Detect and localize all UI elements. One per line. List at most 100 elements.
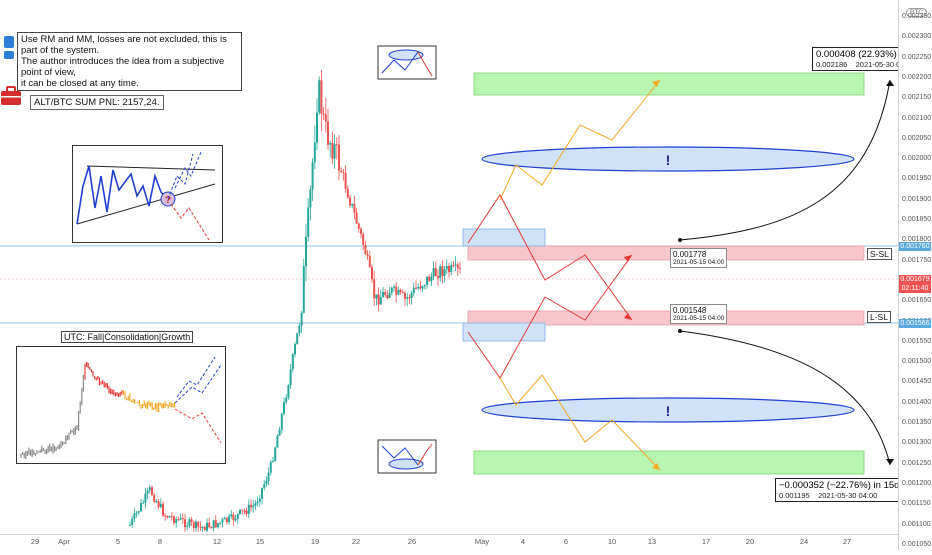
candle-body: [335, 144, 338, 146]
candle-body: [157, 501, 160, 508]
candle-body: [197, 521, 200, 527]
price-tick-label: 0.001300: [902, 439, 932, 447]
candle-body: [250, 504, 252, 508]
last-price-label: 0.001679 02:11:40: [899, 275, 931, 293]
candle-body: [252, 505, 255, 508]
candle-body: [338, 144, 340, 171]
candle-body: [151, 487, 153, 496]
bear-path-orange: [499, 374, 661, 471]
candle-body: [212, 520, 215, 529]
candle-body: [399, 289, 402, 293]
candle-body: [322, 113, 325, 115]
upper-target-curve: [679, 79, 891, 241]
candle-body: [258, 498, 261, 502]
inset-title: UTC: Fall|Consolidation|Growth: [61, 331, 194, 343]
candle-body: [344, 172, 347, 189]
candle-body: [153, 495, 156, 502]
candle-body: [265, 480, 268, 485]
price-tick-label: 0.001250: [902, 459, 932, 467]
candle-body: [206, 522, 208, 531]
candle-body: [353, 203, 356, 213]
price-tick-label: 0.001800: [902, 236, 932, 244]
candle-body: [296, 333, 299, 345]
candle-body: [311, 162, 314, 190]
candle-body: [175, 519, 178, 523]
candle-body: [408, 297, 411, 299]
candle-body: [388, 292, 391, 299]
candle-body: [170, 516, 173, 518]
candle-body: [412, 287, 415, 293]
candle-body: [366, 254, 369, 257]
candle-body: [401, 292, 404, 294]
long-stop-zone: [467, 310, 865, 326]
candle-body: [441, 266, 444, 276]
candle-body: [166, 516, 169, 518]
short-entry-date: 2021-05-15 04:00: [673, 259, 725, 266]
candle-body: [234, 518, 237, 521]
short-entry-tag: 0.001778 2021-05-15 04:00: [670, 248, 728, 268]
candle-body: [434, 268, 437, 276]
candle-body: [452, 265, 455, 267]
time-tick-label: 13: [647, 537, 657, 546]
candle-body: [364, 244, 367, 255]
candle-body: [283, 401, 285, 414]
time-tick-label: 22: [351, 537, 361, 546]
price-tick-label: 0.002000: [902, 155, 932, 163]
lower-target-zone: [473, 450, 865, 475]
candle-body: [331, 142, 334, 159]
candle-body: [236, 513, 239, 519]
price-tick-label: 0.001500: [902, 358, 932, 366]
candle-body: [287, 385, 290, 398]
candle-body: [208, 522, 211, 528]
price-tick-label: 0.001150: [902, 500, 931, 508]
price-tick-label: 0.001850: [902, 216, 932, 223]
candle-body: [371, 267, 373, 280]
candle-body: [327, 121, 329, 145]
candle-body: [333, 144, 336, 159]
time-tick-label: 17: [701, 537, 711, 546]
candle-body: [316, 112, 318, 143]
candle-body: [395, 286, 398, 295]
price-tick-label: 0.001050: [902, 540, 932, 548]
briefcase-icon: [1, 86, 21, 105]
arrow-head: [652, 463, 660, 470]
candle-body: [360, 228, 362, 234]
candle-body: [419, 286, 422, 289]
candle-body: [162, 503, 164, 516]
candle-body: [313, 142, 316, 163]
candle-body: [181, 518, 184, 520]
candle-body: [274, 447, 277, 461]
price-tick-label: 0.002250: [902, 53, 932, 61]
candle-body: [210, 527, 213, 529]
time-tick-label: 10: [607, 537, 617, 546]
bottom-wave-icon: [377, 439, 437, 474]
anchor-dot: [678, 329, 682, 333]
candle-body: [384, 292, 387, 296]
candle-body: [276, 435, 279, 448]
candle-body: [159, 503, 162, 508]
candle-body: [324, 114, 327, 122]
upper-pivot-ellipse: [481, 146, 855, 172]
candle-body: [342, 172, 345, 174]
price-tick-label: 0.001750: [902, 256, 932, 264]
candle-body: [415, 287, 417, 289]
candle-body: [261, 488, 263, 499]
candle-body: [362, 233, 365, 245]
candle-body: [144, 493, 147, 503]
price-tick-label: 0.001100: [902, 520, 931, 528]
candle-body: [437, 275, 439, 279]
upper-target-date: 2021-05-30 04:00: [855, 60, 915, 69]
candle-body: [379, 297, 382, 305]
time-tick-label: 5: [115, 537, 121, 546]
candle-body: [280, 413, 283, 430]
lower-target-date: 2021-05-30 04:00: [818, 491, 878, 500]
price-tick-label: 0.002300: [902, 33, 932, 41]
lower-target-curve: [679, 330, 891, 466]
candle-body: [428, 276, 431, 282]
price-tick-label: 0.001350: [902, 419, 932, 426]
candle-body: [382, 292, 384, 298]
last-price: 0.001679: [900, 276, 930, 283]
candle-body: [355, 212, 358, 224]
